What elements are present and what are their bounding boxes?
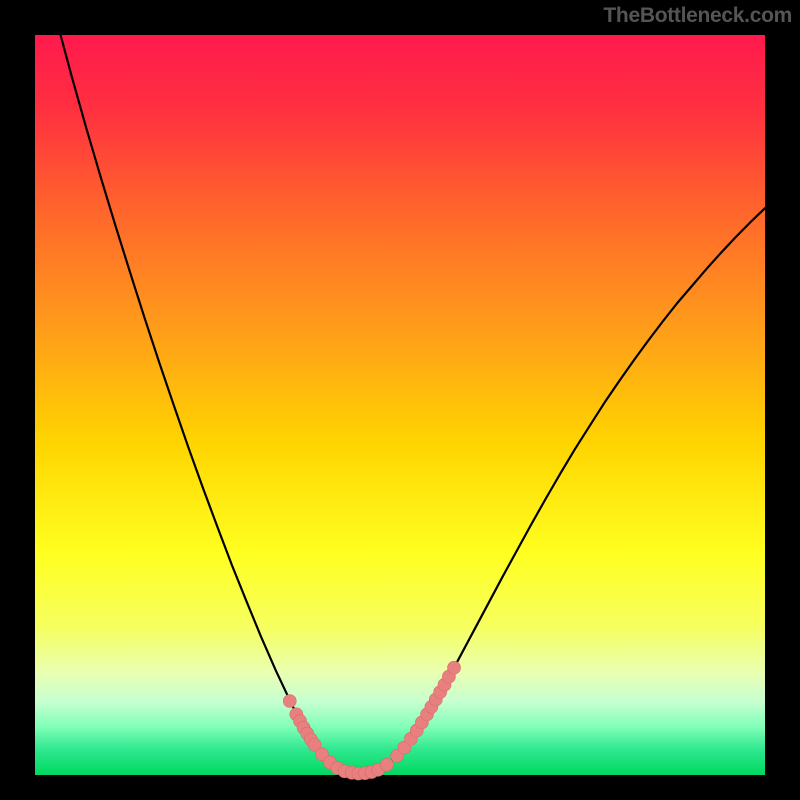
datapoint-marker <box>380 758 393 771</box>
chart-container: TheBottleneck.com <box>0 0 800 800</box>
datapoint-marker <box>448 661 461 674</box>
datapoint-marker <box>283 695 296 708</box>
watermark-text: TheBottleneck.com <box>603 4 792 28</box>
bottleneck-chart-svg <box>0 0 800 800</box>
plot-background-gradient <box>35 35 765 775</box>
